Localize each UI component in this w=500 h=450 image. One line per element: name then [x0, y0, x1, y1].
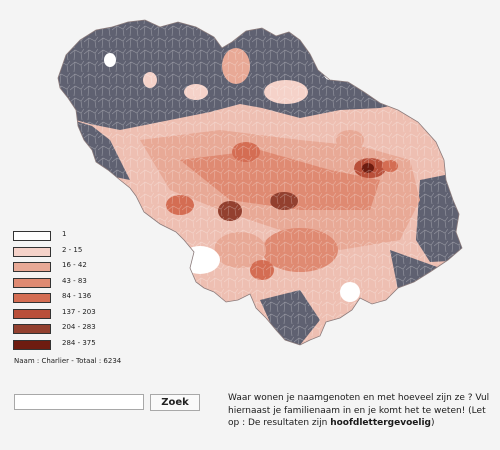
legend-item: 137 - 203 — [13, 307, 133, 323]
help-text: Waar wonen je naamgenoten en met hoeveel… — [228, 392, 490, 430]
legend-label: 137 - 203 — [62, 307, 96, 316]
country-outline — [57, 19, 463, 346]
legend-item: 84 - 136 — [13, 291, 133, 307]
legend-item: 16 - 42 — [13, 260, 133, 276]
legend-swatch — [13, 308, 51, 319]
legend-item: 43 - 83 — [13, 276, 133, 292]
legend-label: 2 - 15 — [62, 245, 83, 254]
legend-swatch — [13, 339, 51, 350]
legend-item: 2 - 15 — [13, 245, 133, 261]
map-legend: 1 2 - 15 16 - 42 43 - 83 84 - 136 137 - … — [13, 229, 133, 353]
legend-label: 84 - 136 — [62, 292, 92, 300]
search-button[interactable]: Zoek — [150, 394, 200, 411]
legend-label: 16 - 42 — [62, 261, 87, 269]
legend-swatch — [13, 231, 51, 241]
help-text-emphasis: hoofdlettergevoelig — [330, 418, 431, 428]
legend-label: 284 - 375 — [62, 338, 96, 347]
legend-item: 284 - 375 — [13, 338, 133, 354]
legend-label: 204 - 283 — [62, 323, 96, 331]
legend-swatch — [13, 324, 51, 334]
legend-swatch — [13, 293, 51, 303]
surname-search-input[interactable] — [14, 394, 144, 410]
legend-swatch — [13, 262, 51, 272]
legend-swatch — [13, 246, 51, 257]
legend-item: 204 - 283 — [13, 322, 133, 338]
legend-label: 1 — [62, 230, 67, 238]
legend-label: 43 - 83 — [62, 276, 87, 285]
help-text-body: Waar wonen je naamgenoten en met hoeveel… — [228, 393, 490, 428]
result-summary: Naam : Charlier - Totaal : 6234 — [14, 357, 122, 365]
legend-swatch — [13, 277, 51, 288]
legend-item: 1 — [13, 229, 133, 245]
help-text-closing: ) — [430, 418, 435, 428]
belgium-municipality-map — [57, 19, 463, 346]
